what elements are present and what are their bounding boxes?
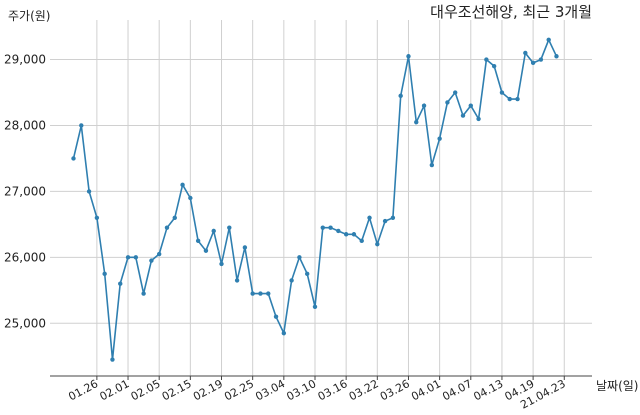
x-axis-label: 날짜(일) — [596, 379, 638, 393]
data-point — [141, 291, 146, 296]
data-point — [305, 271, 310, 277]
y-axis-ticks: 25,000 26,000 27,000 28,000 29,000 — [4, 53, 46, 331]
data-point — [375, 241, 380, 247]
y-tick-label: 28,000 — [4, 118, 46, 132]
data-point — [164, 225, 170, 230]
data-point — [125, 255, 131, 260]
data-point — [234, 278, 240, 283]
data-point — [367, 215, 372, 220]
data-point — [390, 215, 396, 220]
data-point — [343, 232, 349, 237]
data-point — [382, 218, 388, 224]
x-axis-ticks: 01.2602.0102.0502.1502.1902.2503.0403.10… — [66, 376, 568, 412]
data-point — [437, 136, 442, 141]
data-point — [453, 90, 458, 95]
data-point — [289, 278, 294, 283]
chart-title: 대우조선해양, 최근 3개월 — [430, 3, 592, 21]
x-tick-label: 03.04 — [253, 377, 287, 403]
data-point — [484, 57, 489, 62]
data-point — [258, 291, 263, 296]
x-tick-label: 02.25 — [222, 377, 256, 403]
data-point — [336, 228, 341, 234]
data-point — [476, 116, 481, 122]
x-tick-label: 03.16 — [316, 377, 350, 403]
data-point — [110, 357, 115, 362]
x-tick-label: 03.26 — [378, 377, 412, 403]
data-point — [195, 238, 201, 244]
data-point — [118, 281, 123, 286]
data-point — [530, 60, 536, 66]
data-point — [227, 225, 232, 230]
x-tick-label: 02.01 — [98, 377, 132, 403]
data-point — [351, 232, 357, 237]
y-axis-label: 주가(원) — [8, 9, 50, 23]
data-point — [180, 182, 185, 188]
data-point — [281, 330, 287, 336]
data-point — [546, 37, 551, 42]
data-point — [554, 54, 559, 59]
x-tick-label: 02.15 — [160, 377, 194, 403]
data-point — [94, 215, 100, 220]
data-point — [406, 54, 411, 59]
data-point — [79, 123, 84, 128]
data-point — [102, 271, 107, 277]
data-point — [523, 50, 528, 56]
grid — [50, 20, 592, 376]
data-point — [149, 258, 154, 263]
data-point — [515, 96, 520, 102]
data-points — [71, 37, 559, 362]
x-tick-label: 02.05 — [129, 377, 163, 403]
data-point — [460, 113, 466, 118]
x-tick-label: 04.07 — [440, 377, 474, 403]
y-tick-label: 25,000 — [4, 316, 46, 330]
data-point — [414, 119, 419, 125]
y-tick-label: 27,000 — [4, 184, 46, 198]
data-point — [320, 225, 325, 230]
data-point — [86, 189, 92, 194]
data-point — [188, 195, 193, 201]
data-point — [421, 103, 427, 108]
data-point — [429, 162, 435, 168]
data-point — [71, 156, 76, 161]
data-point — [398, 93, 403, 99]
x-tick-label: 02.19 — [191, 377, 225, 403]
data-point — [445, 100, 450, 105]
data-point — [507, 96, 512, 102]
data-point — [250, 291, 255, 296]
x-tick-label: 03.10 — [284, 377, 318, 403]
data-point — [133, 255, 139, 260]
x-tick-label: 01.26 — [66, 377, 100, 403]
data-point — [491, 63, 497, 69]
data-point — [211, 228, 216, 234]
data-point — [219, 261, 224, 267]
data-point — [297, 255, 302, 260]
data-point — [312, 304, 318, 309]
data-point — [499, 90, 505, 95]
y-tick-label: 29,000 — [4, 53, 46, 67]
data-point — [242, 245, 248, 250]
data-point — [328, 225, 333, 230]
x-tick-label: 04.01 — [409, 377, 443, 403]
x-tick-label: 04.13 — [471, 377, 505, 403]
data-point — [172, 215, 177, 220]
x-tick-label: 03.22 — [347, 377, 381, 403]
data-point — [266, 291, 271, 296]
data-point — [156, 251, 162, 257]
data-point — [359, 238, 364, 244]
data-point — [538, 57, 544, 62]
data-point — [468, 103, 473, 108]
data-point — [273, 314, 279, 319]
y-tick-label: 26,000 — [4, 250, 46, 264]
data-point — [203, 248, 209, 253]
